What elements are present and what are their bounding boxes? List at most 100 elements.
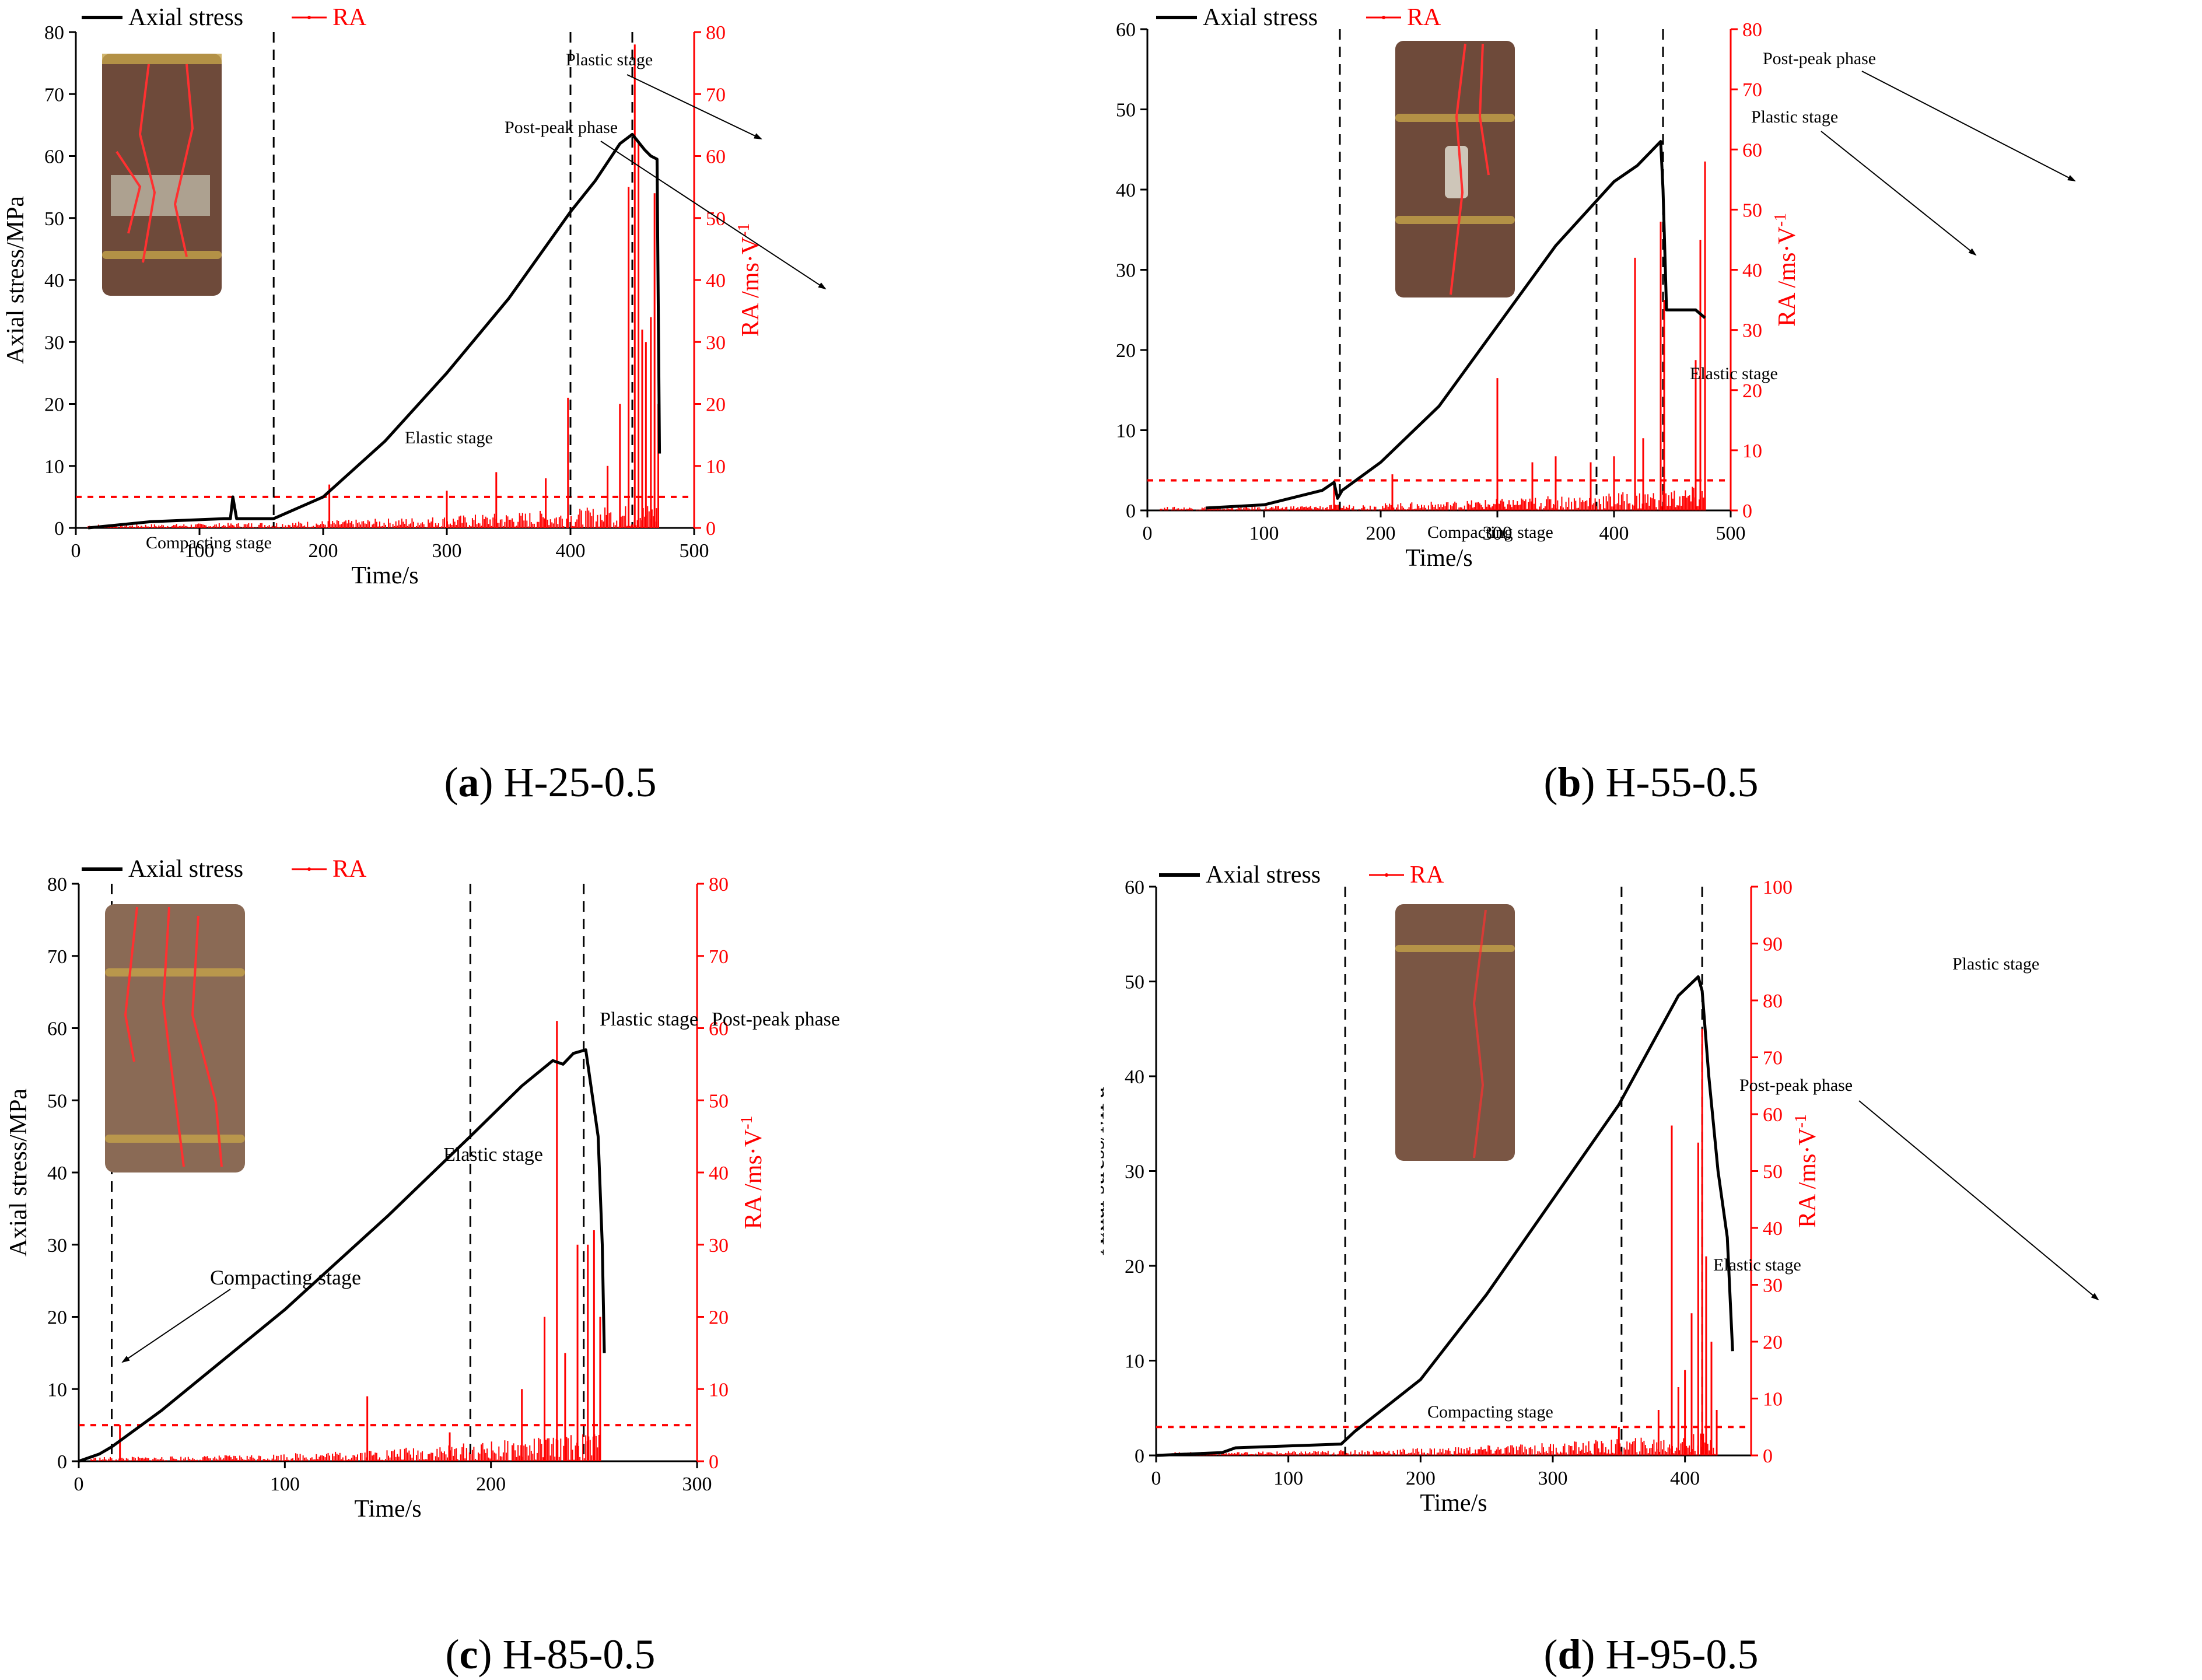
y-tick-label-right: 60 <box>709 1019 729 1040</box>
legend-stress-label: Axial stress <box>1203 4 1318 31</box>
y-tick-label-right: 30 <box>1763 1275 1783 1297</box>
y-tick-label-right: 50 <box>1763 1161 1783 1183</box>
y-tick-label-left: 0 <box>1126 501 1136 522</box>
y-tick-label-right: 50 <box>1742 200 1762 221</box>
y-tick-label-left: 40 <box>1125 1066 1144 1088</box>
y-tick-label-left: 70 <box>47 946 67 968</box>
y-tick-label-left: 20 <box>47 1307 67 1329</box>
y-axis-label-right-sup: -1 <box>1772 213 1790 226</box>
y-tick-label-right: 0 <box>706 518 716 540</box>
x-tick-label: 300 <box>1538 1468 1568 1489</box>
y-tick-label-right: 40 <box>706 270 726 292</box>
annotation-plastic: Plastic stage <box>600 1009 698 1030</box>
y-tick-label-right: 20 <box>709 1307 729 1329</box>
y-axis-label-left: Axial stress/MPa <box>5 1088 32 1257</box>
y-tick-label-right: 70 <box>709 946 729 968</box>
y-tick-label-right: 0 <box>1763 1446 1773 1467</box>
y-tick-label-right: 50 <box>709 1090 729 1112</box>
specimen-photo <box>102 54 222 296</box>
specimen-photo <box>1395 904 1515 1161</box>
legend-stress-label: Axial stress <box>128 4 243 31</box>
y-tick-label-right: 100 <box>1763 877 1793 898</box>
y-tick-label-right: 0 <box>709 1451 719 1473</box>
legend-ra-marker <box>307 16 311 19</box>
y-tick-label-right: 20 <box>1763 1332 1783 1353</box>
y-axis-label-left: Axial stress/MPa <box>2 196 29 365</box>
annotation-arrow-postpeak <box>1861 71 2076 181</box>
legend: Axial stress RA <box>82 4 367 31</box>
y-axis-label-right-sup: -1 <box>738 1116 756 1129</box>
legend: Axial stress RA <box>82 856 367 883</box>
y-axis-label-right-sup: -1 <box>735 223 753 237</box>
y-tick-label-left: 80 <box>44 22 64 44</box>
x-tick-label: 200 <box>1406 1468 1436 1489</box>
legend-stress-label: Axial stress <box>128 856 243 883</box>
plot-area: 0 100 200 300 400 500010203040506070800102030… <box>2 4 764 589</box>
legend-ra-label: RA <box>1407 4 1441 31</box>
legend: Axial stress RA <box>1159 862 1444 888</box>
legend-ra-marker <box>307 867 311 871</box>
y-tick-label-right: 60 <box>706 146 726 168</box>
y-axis-label-right: RA /ms·V-1 <box>735 223 764 337</box>
annotation-elastic: Elastic stage <box>405 428 493 447</box>
axial-stress-line <box>1205 140 1706 510</box>
caption-text: H-25-0.5 <box>503 759 657 806</box>
x-tick-label: 300 <box>1483 523 1513 544</box>
ra-series <box>90 1021 601 1461</box>
annotation-postpeak: Post-peak phase <box>505 118 618 137</box>
x-axis-label: Time/s <box>1405 545 1472 572</box>
y-tick-label-left: 60 <box>47 1019 67 1040</box>
ra-series <box>1158 161 1706 510</box>
y-tick-label-left: 0 <box>1135 1446 1144 1467</box>
annotation-arrow-plastic <box>1821 131 1977 256</box>
legend-ra-marker <box>1382 16 1385 19</box>
y-tick-label-left: 80 <box>47 874 67 895</box>
x-tick-label: 500 <box>1716 523 1746 544</box>
x-tick-label: 200 <box>309 540 338 562</box>
caption-letter: a <box>458 759 479 806</box>
y-tick-label-right: 10 <box>1742 440 1762 462</box>
y-tick-label-right: 10 <box>1763 1389 1783 1410</box>
y-tick-label-right: 30 <box>706 332 726 354</box>
x-tick-label: 100 <box>1273 1468 1303 1489</box>
annotation-arrow-postpeak <box>600 141 827 290</box>
legend-ra-label: RA <box>332 4 367 31</box>
annotation-compacting: Compacting stage <box>1427 523 1553 542</box>
chart-panel-c: 0 100 200 300010203040506070800102030405060… <box>5 856 840 1522</box>
y-tick-label-left: 40 <box>47 1163 67 1184</box>
chart-panel-d: 0 100 200 300 400 0 10 20 30 40 50 60 0 10 20 30 40 50 60 7… <box>1101 862 2099 1517</box>
plot-area: 0 100 200 300010203040506070800102030405060… <box>5 856 767 1522</box>
annotation-elastic: Elastic stage <box>443 1144 543 1166</box>
caption-text: H-85-0.5 <box>502 1631 656 1678</box>
panel-b: 0 100 200 300 400 500 0 10 20 30 40 50 60 0 10 20 30 40 50… <box>1101 0 2201 840</box>
y-tick-label-left: 10 <box>47 1379 67 1401</box>
plot-area: 0 100 200 300 400 0 10 20 30 40 50 60 0 10 20 30 40 50 60 7… <box>1101 862 1821 1517</box>
y-tick-label-left: 50 <box>47 1090 67 1112</box>
annotation-plastic: Plastic stage <box>566 50 653 69</box>
y-axis-label-right-text: RA /ms·V <box>1794 1128 1821 1228</box>
annotation-elastic: Elastic stage <box>1713 1255 1801 1275</box>
y-tick-label-right: 40 <box>709 1163 729 1184</box>
y-axis-label-right-sup: -1 <box>1792 1114 1810 1128</box>
x-tick-label: 0 <box>1143 523 1153 544</box>
y-tick-label-left: 50 <box>44 208 64 230</box>
x-tick-label: 200 <box>476 1474 506 1495</box>
x-tick-label: 400 <box>1670 1468 1700 1489</box>
y-tick-label-right: 30 <box>1742 320 1762 342</box>
y-tick-label-left: 60 <box>44 146 64 168</box>
y-tick-label-right: 70 <box>1742 79 1762 101</box>
annotation-postpeak: Post-peak phase <box>1763 49 1876 68</box>
y-tick-label-left: 20 <box>44 394 64 416</box>
caption-d: (d) H-95-0.5 <box>1543 1631 1759 1678</box>
axial-stress-line <box>1156 975 1734 1457</box>
legend-ra-label: RA <box>1410 862 1444 888</box>
x-tick-label: 0 <box>71 540 81 562</box>
annotation-plastic: Plastic stage <box>1751 107 1838 127</box>
annotation-plastic: Plastic stage <box>1952 954 2039 974</box>
y-tick-label-right: 70 <box>1763 1048 1783 1069</box>
x-tick-label: 400 <box>556 540 586 562</box>
panel-c: 0 100 200 300 0 10 20 30 40 50 60 70 80 0 10 20 30 40 50 60… <box>0 840 1101 1680</box>
x-tick-label: 100 <box>185 540 215 562</box>
annotation-arrow-plastic <box>626 74 762 139</box>
y-axis-label-left: Axial stress/MPa <box>1101 1087 1109 1255</box>
